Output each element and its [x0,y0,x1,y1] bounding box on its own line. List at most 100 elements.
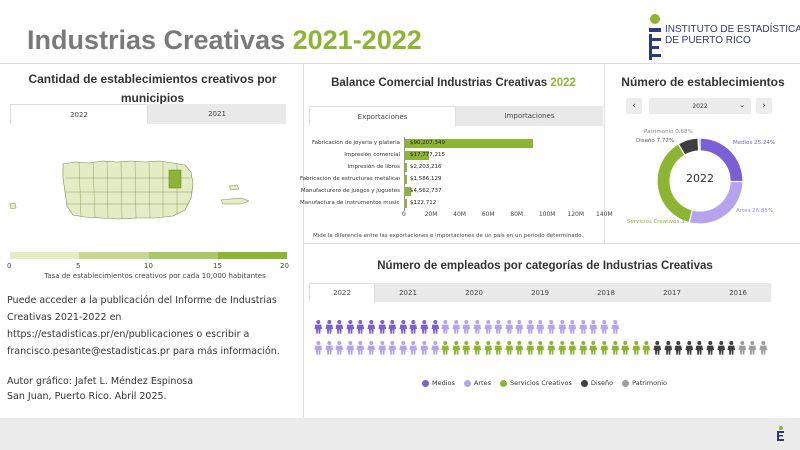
credits: Autor gráfico: Jafet L. Méndez Espinosa … [7,374,193,404]
tab-employees-2017[interactable]: 2017 [639,283,705,302]
person-icon-diseno [726,340,737,355]
person-icon-servicios [493,340,504,355]
legend-item-artes: Artes [463,379,491,387]
bar-1[interactable] [404,151,430,160]
person-icon-medios [398,319,409,334]
year-select[interactable]: 2022 ⌄ [649,98,751,114]
balance-tabs: Exportaciones Importaciones [309,106,603,126]
legend-label: Diseño [590,379,614,387]
year-select-value: 2022 [692,102,708,110]
chevron-down-icon: ⌄ [739,101,745,109]
person-icon-artes [355,340,366,355]
balance-title: Balance Comercial Industrias Creativas 2… [305,77,602,89]
legend-dot-icon [463,379,471,387]
person-icon-servicios [472,340,483,355]
legend-label: Patrimonio [632,379,667,387]
bar-value-3: $1,586,129 [410,176,442,182]
logo-line1: INSTITUTO DE ESTADÍSTICAS [665,24,800,35]
person-icon-medios [334,319,345,334]
bar-x-tick-5: 100M [538,211,556,218]
person-icon-servicios [610,340,621,355]
map-vieques[interactable] [220,197,250,205]
tab-employees-2022[interactable]: 2022 [309,283,375,302]
bar-label-1: Impresión comercial [344,152,400,158]
map-main-island[interactable] [62,160,194,220]
person-icon-artes [483,319,494,334]
tab-employees-2019[interactable]: 2019 [507,283,573,302]
balance-title-main: Balance Comercial Industrias Creativas [331,77,548,89]
person-icon-servicios [483,340,494,355]
legend-label: Servicios Creativos [509,379,572,387]
tab-map-2022[interactable]: 2022 [10,104,148,124]
bar-label-3: Fabricación de estructuras metálicas... [300,176,400,182]
next-year-button[interactable]: › [756,98,772,114]
right-divider [604,63,605,243]
tab-employees-2020[interactable]: 2020 [441,283,507,302]
bar-2[interactable] [404,163,408,172]
person-icon-artes [377,340,388,355]
person-icon-servicios [620,340,631,355]
person-icon-medios [430,319,441,334]
person-icon-medios [345,319,356,334]
legend-swatch-2 [79,252,149,259]
tab-importaciones[interactable]: Importaciones [456,106,603,126]
tab-map-2021[interactable]: 2021 [148,104,286,124]
person-icon-artes [334,340,345,355]
bar-x-tick-2: 40M [453,211,466,218]
legend-label: Artes [473,379,491,387]
footer-bar [0,418,800,450]
bar-label-2: Impresión de libros [347,164,400,170]
header-divider [0,63,800,64]
middle-divider [304,243,800,244]
map-section-title: Cantidad de establecimientos creativos p… [28,72,277,105]
person-icon-medios [377,319,388,334]
label-servicios: Servicios Creativos 3... [627,219,690,225]
person-icon-servicios [599,340,610,355]
bar-x-tick-6: 120M [567,211,585,218]
person-icon-diseno [694,340,705,355]
page-title-year: 2021-2022 [292,25,422,55]
left-divider [303,63,304,418]
person-icon-servicios [504,340,515,355]
bar-x-tick-1: 20M [424,211,438,218]
person-icon-servicios [588,340,599,355]
logo-text: INSTITUTO DE ESTADÍSTICAS DE PUERTO RICO [665,24,800,46]
label-medios: Medios 25.24% [733,140,776,146]
label-patrimonio: Patrimonio 0.68% [644,129,693,135]
tab-exportaciones[interactable]: Exportaciones [309,106,456,126]
map-highlight-municipality[interactable] [168,169,182,189]
tab-employees-2018[interactable]: 2018 [573,283,639,302]
bar-label-5: Manufactura de instrumentos musicales [300,200,400,206]
person-icon-artes [514,319,525,334]
person-icon-servicios [631,340,642,355]
bar-5[interactable] [404,199,407,208]
tab-employees-2021[interactable]: 2021 [375,283,441,302]
person-icon-servicios [567,340,578,355]
donut-slice-patrimonio[interactable] [697,137,701,152]
person-icon-artes [430,340,441,355]
employees-title: Número de empleados por categorías de In… [377,260,713,272]
map-culebra[interactable] [228,184,240,191]
bar-4[interactable] [404,187,411,196]
person-icon-artes [567,319,578,334]
legend-tick-10: 10 [144,262,153,270]
person-icon-patrimonio [747,340,758,355]
map-color-legend [10,252,287,259]
person-icon-artes [440,319,451,334]
prev-year-button[interactable]: ‹ [626,98,642,114]
person-icon-artes [546,319,557,334]
legend-label: Medios [432,379,455,387]
map-mona[interactable] [9,202,17,210]
bar-3[interactable] [404,175,407,184]
person-icon-medios [324,319,335,334]
person-icon-artes [461,319,472,334]
legend-tick-15: 15 [213,262,222,270]
donut-slice-artes[interactable] [688,180,744,225]
tab-employees-2016[interactable]: 2016 [705,283,771,302]
label-diseno: Diseño 7.72% [636,138,675,144]
balance-title-year: 2022 [550,77,576,89]
bar-value-2: $2,203,216 [410,164,442,170]
bar-0[interactable] [404,139,533,148]
map-year-tabs: 2022 2021 [10,104,286,124]
legend-dot-icon [422,379,429,387]
